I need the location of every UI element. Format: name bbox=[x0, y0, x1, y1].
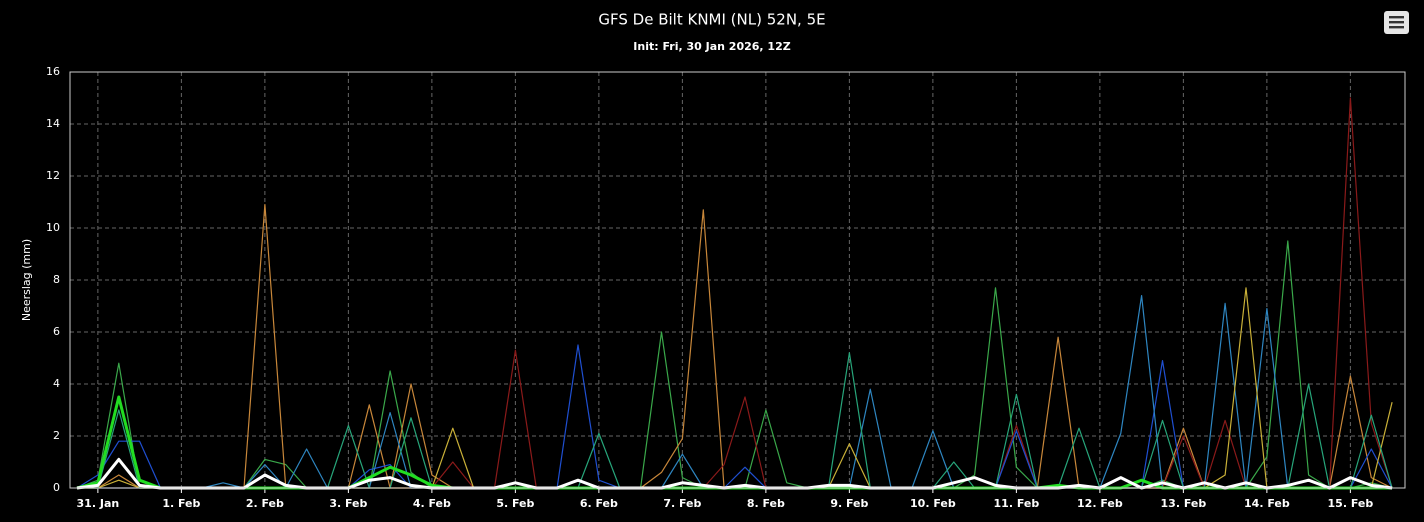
x-tick-label: 3. Feb bbox=[329, 497, 367, 510]
x-tick-label: 10. Feb bbox=[910, 497, 956, 510]
x-tick-label: 5. Feb bbox=[496, 497, 534, 510]
x-tick-label: 15. Feb bbox=[1328, 497, 1374, 510]
y-tick-label: 6 bbox=[53, 325, 60, 338]
x-tick-label: 6. Feb bbox=[580, 497, 618, 510]
y-tick-label: 8 bbox=[53, 273, 60, 286]
y-tick-label: 14 bbox=[46, 117, 60, 130]
menu-button[interactable] bbox=[1384, 11, 1409, 34]
y-tick-label: 16 bbox=[46, 65, 60, 78]
x-tick-label: 4. Feb bbox=[413, 497, 451, 510]
x-tick-label: 1. Feb bbox=[162, 497, 200, 510]
plot-border bbox=[69, 71, 1406, 489]
x-tick-label: 31. Jan bbox=[77, 497, 120, 510]
x-tick-label: 11. Feb bbox=[994, 497, 1040, 510]
x-tick-label: 14. Feb bbox=[1244, 497, 1290, 510]
x-tick-label: 9. Feb bbox=[830, 497, 868, 510]
x-tick-label: 8. Feb bbox=[747, 497, 785, 510]
x-tick-label: 2. Feb bbox=[246, 497, 284, 510]
y-axis-label: Neerslag (mm) bbox=[20, 239, 33, 321]
y-tick-label: 12 bbox=[46, 169, 60, 182]
chart-subtitle: Init: Fri, 30 Jan 2026, 12Z bbox=[633, 40, 790, 53]
y-tick-label: 4 bbox=[53, 377, 60, 390]
y-tick-label: 10 bbox=[46, 221, 60, 234]
x-tick-label: 12. Feb bbox=[1077, 497, 1123, 510]
y-tick-label: 2 bbox=[53, 429, 60, 442]
series-line bbox=[76, 457, 1393, 490]
x-tick-label: 13. Feb bbox=[1161, 497, 1207, 510]
y-tick-label: 0 bbox=[53, 481, 60, 494]
x-tick-label: 7. Feb bbox=[663, 497, 701, 510]
chart-title: GFS De Bilt KNMI (NL) 52N, 5E bbox=[598, 11, 825, 29]
